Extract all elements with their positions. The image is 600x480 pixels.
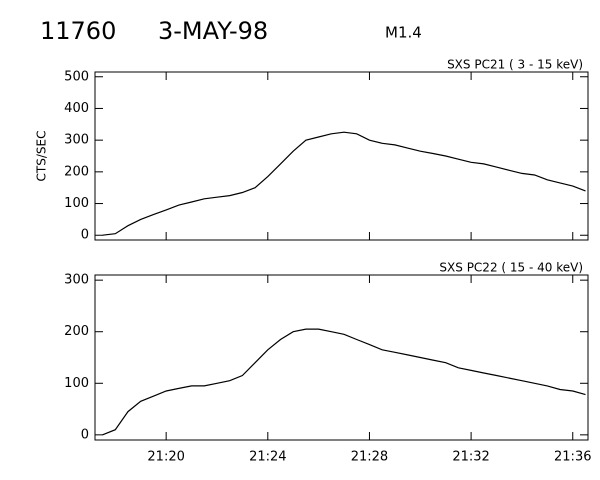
panel-title: SXS PC22 ( 15 - 40 keV) bbox=[439, 261, 583, 275]
plot-frame bbox=[94, 274, 589, 441]
y-tick-label: 200 bbox=[64, 324, 89, 339]
x-tick-label: 21:28 bbox=[351, 450, 388, 465]
data-line bbox=[102, 328, 586, 436]
y-tick-label: 500 bbox=[64, 69, 89, 84]
y-tick-label: 300 bbox=[64, 273, 89, 288]
y-tick-label: 200 bbox=[64, 164, 89, 179]
y-tick-label: 0 bbox=[81, 427, 89, 442]
y-tick-label: 400 bbox=[64, 101, 89, 116]
event-number: 11760 bbox=[40, 17, 116, 45]
x-tick-label: 21:32 bbox=[452, 450, 489, 465]
y-tick-label: 100 bbox=[64, 376, 89, 391]
x-tick-label: 21:24 bbox=[249, 450, 286, 465]
event-date: 3-MAY-98 bbox=[158, 17, 268, 45]
x-tick-label: 21:20 bbox=[147, 450, 184, 465]
x-tick-label: 21:36 bbox=[554, 450, 591, 465]
y-tick-label: 100 bbox=[64, 196, 89, 211]
panel-title: SXS PC21 ( 3 - 15 keV) bbox=[447, 58, 583, 72]
y-tick-label: 0 bbox=[81, 228, 89, 243]
y-tick-label: 300 bbox=[64, 133, 89, 148]
flare-class: M1.4 bbox=[385, 24, 422, 42]
y-axis-label: CTS/SEC bbox=[35, 131, 49, 182]
plot-frame bbox=[94, 71, 589, 241]
data-line bbox=[102, 131, 586, 236]
